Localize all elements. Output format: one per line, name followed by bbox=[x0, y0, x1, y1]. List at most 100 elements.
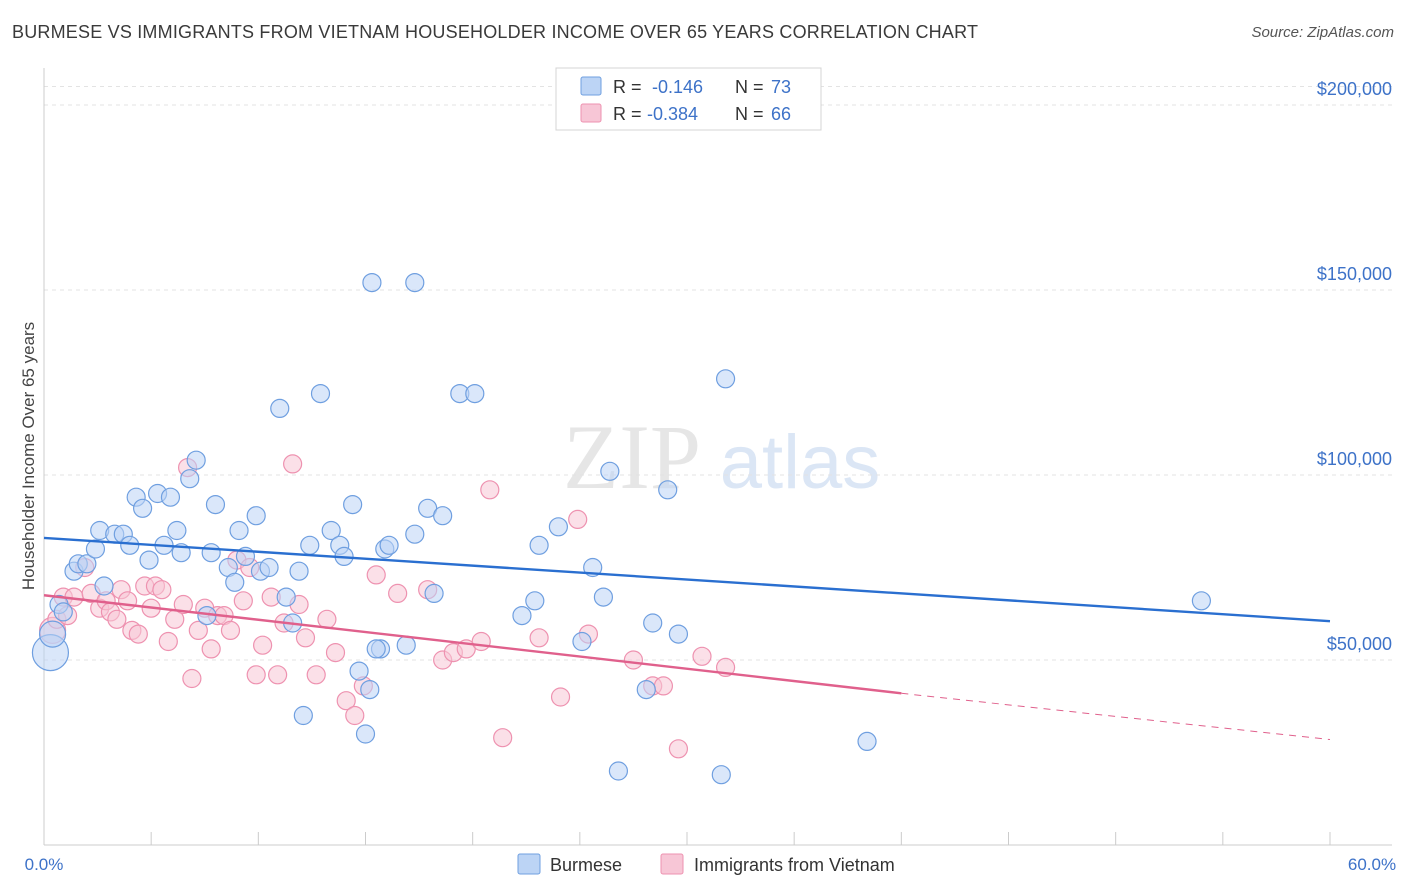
burmese-point-59 bbox=[529, 535, 549, 555]
burmese-point-43 bbox=[343, 495, 363, 515]
burmese-trend-line bbox=[43, 536, 1331, 623]
burmese-point-25 bbox=[205, 495, 226, 515]
burmese-point-15 bbox=[139, 550, 159, 570]
vietnam-point-24 bbox=[188, 620, 208, 641]
chart-source: Source: ZipAtlas.com bbox=[1251, 24, 1394, 41]
vietnam-point-42 bbox=[317, 609, 337, 629]
vietnam-point-58 bbox=[568, 509, 588, 530]
vietnam-trend-line bbox=[43, 594, 902, 695]
burmese-point-72 bbox=[711, 765, 731, 785]
burmese-point-66 bbox=[608, 761, 629, 781]
vietnam-point-54 bbox=[480, 480, 500, 500]
y-tick-labels: $50,000 $100,000 $150,000 $200,000 bbox=[1317, 79, 1392, 654]
legend-n-label-vietnam: N = bbox=[735, 104, 769, 124]
burmese-point-27 bbox=[225, 572, 245, 592]
vietnam-point-12 bbox=[117, 591, 138, 611]
burmese-point-69 bbox=[658, 480, 678, 500]
burmese-point-33 bbox=[270, 398, 290, 418]
bottom-legend-swatch-burmese bbox=[517, 853, 541, 875]
legend-r-label-burmese: R = bbox=[613, 77, 647, 97]
burmese-point-76 bbox=[405, 273, 425, 293]
burmese-point-51 bbox=[396, 635, 416, 655]
vietnam-point-40 bbox=[295, 628, 316, 648]
burmese-point-49 bbox=[366, 639, 386, 659]
burmese-point-75 bbox=[362, 273, 382, 293]
vietnam-point-33 bbox=[246, 665, 266, 685]
burmese-point-67 bbox=[636, 679, 656, 700]
legend-swatch-vietnam bbox=[580, 103, 602, 123]
burmese-point-44 bbox=[349, 661, 369, 681]
burmese-point-45 bbox=[355, 724, 376, 744]
burmese-point-58 bbox=[512, 605, 532, 626]
watermark-atlas: atlas bbox=[720, 420, 881, 505]
burmese-point-12 bbox=[120, 535, 140, 555]
burmese-point-36 bbox=[289, 561, 309, 581]
burmese-point-1 bbox=[38, 620, 67, 648]
burmese-point-64 bbox=[593, 587, 614, 607]
burmese-point-65 bbox=[600, 461, 620, 481]
watermark: ZIP atlas bbox=[563, 406, 880, 508]
burmese-point-24 bbox=[201, 543, 221, 563]
vietnam-point-62 bbox=[653, 676, 674, 696]
burmese-point-14 bbox=[132, 498, 153, 518]
vietnam-point-43 bbox=[325, 642, 346, 663]
burmese-point-54 bbox=[424, 583, 444, 604]
vietnam-point-23 bbox=[182, 668, 202, 689]
y-tick-label-150000: $150,000 bbox=[1317, 264, 1392, 284]
vietnam-point-21 bbox=[173, 594, 193, 615]
vietnam-trend-extension bbox=[901, 692, 1331, 741]
burmese-point-9 bbox=[94, 576, 114, 596]
legend-n-value-burmese: 73 bbox=[771, 77, 791, 97]
x-tick-label-min: 0.0% bbox=[25, 855, 64, 874]
vietnam-point-26 bbox=[201, 639, 221, 659]
burmese-point-61 bbox=[548, 517, 569, 537]
vietnam-point-55 bbox=[493, 728, 513, 748]
vietnam-point-31 bbox=[233, 591, 253, 611]
vietnam-point-19 bbox=[158, 631, 178, 652]
burmese-point-71 bbox=[715, 369, 736, 389]
legend-swatch-burmese bbox=[580, 76, 602, 96]
burmese-point-32 bbox=[259, 557, 279, 578]
vietnam-point-29 bbox=[220, 620, 241, 641]
vietnam-point-45 bbox=[345, 705, 365, 726]
watermark-zip: ZIP bbox=[563, 406, 701, 508]
trend-lines bbox=[43, 536, 1331, 741]
burmese-point-3 bbox=[53, 602, 73, 622]
burmese-point-18 bbox=[160, 487, 181, 507]
y-tick-label-50000: $50,000 bbox=[1327, 634, 1392, 654]
y-tick-label-100000: $100,000 bbox=[1317, 449, 1392, 469]
burmese-point-73 bbox=[857, 731, 877, 752]
vietnam-point-53 bbox=[471, 631, 491, 652]
burmese-point-68 bbox=[643, 613, 663, 633]
burmese-point-22 bbox=[186, 450, 206, 470]
bottom-legend-label-burmese: Burmese bbox=[550, 855, 622, 875]
series-legend: Burmese Immigrants from Vietnam bbox=[517, 853, 895, 875]
vietnam-point-63 bbox=[668, 739, 689, 759]
burmese-point-6 bbox=[77, 554, 97, 574]
vietnam-point-48 bbox=[388, 583, 408, 604]
burmese-point-55 bbox=[433, 506, 453, 526]
burmese-point-57 bbox=[465, 384, 485, 404]
burmese-point-7 bbox=[85, 539, 106, 559]
burmese-point-34 bbox=[276, 587, 296, 607]
vietnam-point-10 bbox=[107, 609, 127, 629]
vietnam-point-64 bbox=[692, 646, 712, 666]
y-tick-label-200000: $200,000 bbox=[1317, 79, 1392, 99]
vietnam-point-60 bbox=[623, 650, 644, 670]
vietnam-point-41 bbox=[306, 665, 326, 685]
legend-n-label-burmese: N = bbox=[735, 77, 769, 97]
bottom-legend-label-vietnam: Immigrants from Vietnam bbox=[694, 855, 895, 875]
burmese-point-40 bbox=[321, 520, 341, 541]
x-ticks bbox=[43, 832, 1331, 845]
legend-r-value-vietnam: -0.384 bbox=[647, 104, 698, 124]
burmese-point-46 bbox=[360, 679, 380, 700]
vietnam-point-47 bbox=[366, 565, 386, 585]
axes bbox=[43, 68, 1392, 846]
burmese-point-39 bbox=[310, 384, 331, 404]
vietnam-point-36 bbox=[268, 665, 288, 685]
legend-r-value-burmese: -0.146 bbox=[652, 77, 703, 97]
series-burmese-points bbox=[31, 273, 1212, 785]
burmese-point-38 bbox=[300, 535, 320, 555]
vietnam-point-44 bbox=[336, 691, 356, 711]
burmese-point-37 bbox=[293, 705, 313, 726]
